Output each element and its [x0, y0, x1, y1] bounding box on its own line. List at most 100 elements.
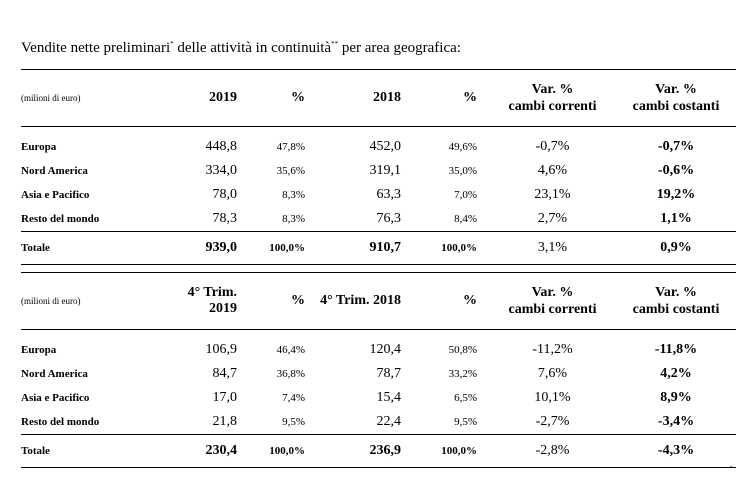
- table-row: Europa 448,8 47,8% 452,0 49,6% -0,7% -0,…: [21, 126, 736, 159]
- share-period-1: 8,3%: [282, 189, 305, 201]
- header-share-1: %: [251, 272, 315, 330]
- total-row: Totale 939,0 100,0% 910,7 100,0% 3,1% 0,…: [21, 231, 736, 265]
- value-period-2: 22,4: [376, 414, 402, 429]
- share-period-2: 9,5%: [454, 416, 477, 428]
- table-row: Resto del mondo 78,3 8,3% 76,3 8,4% 2,7%…: [21, 207, 736, 232]
- var-constant: -0,7%: [616, 126, 736, 159]
- title-part-2: delle attività in continuità: [173, 40, 332, 56]
- header-var-current-line1: Var. %: [531, 82, 574, 97]
- var-constant: -3,4%: [657, 414, 695, 429]
- total-var-constant: -4,3%: [616, 434, 736, 468]
- total-period-1: 939,0: [159, 231, 251, 265]
- table-row: Resto del mondo 21,8 9,5% 22,4 9,5% -2,7…: [21, 410, 736, 435]
- share-period-2: 33,2%: [448, 368, 477, 380]
- var-current: 4,6%: [537, 163, 568, 178]
- share-period-2: 6,5%: [454, 392, 477, 404]
- header-share-2: %: [415, 272, 489, 330]
- share-period-1: 35,6%: [276, 165, 305, 177]
- value-period-1: 78,0: [212, 187, 238, 202]
- var-constant: 4,2%: [660, 366, 692, 381]
- var-constant: 8,9%: [660, 390, 692, 405]
- value-period-1: 21,8: [212, 414, 238, 429]
- header-var-constant-line1: Var. %: [655, 285, 697, 300]
- value-period-1: 17,0: [212, 390, 238, 405]
- var-constant: 19,2%: [656, 187, 696, 202]
- header-period-2: 2018: [315, 69, 415, 127]
- total-row: Totale 230,4 100,0% 236,9 100,0% -2,8% -…: [21, 434, 736, 468]
- share-period-1: 47,8%: [251, 126, 315, 159]
- var-constant: -11,8%: [616, 329, 736, 362]
- share-period-1: 8,3%: [282, 213, 305, 225]
- region-label: Nord America: [21, 368, 88, 380]
- unit-label: (milioni di euro): [21, 69, 159, 127]
- var-current: 2,7%: [537, 211, 568, 226]
- total-var-current: -2,8%: [489, 434, 616, 468]
- value-period-1: 334,0: [205, 163, 238, 178]
- share-period-2: 7,0%: [454, 189, 477, 201]
- header-var-current-line2: cambi correnti: [508, 302, 597, 317]
- header-share-2: %: [415, 69, 489, 127]
- header-share-1: %: [251, 69, 315, 127]
- var-constant: 1,1%: [660, 211, 692, 226]
- var-current: 7,6%: [537, 366, 568, 381]
- total-period-1: 230,4: [159, 434, 251, 468]
- table-row: Asia e Pacifico 78,0 8,3% 63,3 7,0% 23,1…: [21, 183, 736, 207]
- region-label: Resto del mondo: [21, 416, 100, 428]
- header-var-constant: Var. % cambi costanti: [616, 69, 736, 127]
- header-var-constant-line1: Var. %: [655, 82, 697, 97]
- value-period-1: 448,8: [159, 126, 251, 159]
- total-label: Totale: [21, 434, 159, 468]
- header-period-1: 2019: [159, 69, 251, 127]
- var-current: -11,2%: [489, 329, 616, 362]
- total-var-constant: 0,9%: [616, 231, 736, 265]
- sales-table-annual: (milioni di euro) 2019 % 2018 % Var. % ca…: [21, 69, 736, 265]
- unit-label: (milioni di euro): [21, 272, 159, 330]
- value-period-2: 120,4: [315, 329, 415, 362]
- sales-table-q4: (milioni di euro) 4° Trim. 2019 % 4° Tri…: [21, 272, 736, 468]
- share-period-2: 49,6%: [415, 126, 489, 159]
- value-period-2: 15,4: [376, 390, 402, 405]
- footer-mark: -: [730, 462, 733, 470]
- table-header-row: (milioni di euro) 4° Trim. 2019 % 4° Tri…: [21, 272, 736, 330]
- total-share-1: 100,0%: [251, 231, 315, 265]
- value-period-2: 319,1: [369, 163, 402, 178]
- region-label: Europa: [21, 126, 159, 159]
- page-title: Vendite nette preliminari* delle attivit…: [21, 40, 461, 57]
- table-row: Asia e Pacifico 17,0 7,4% 15,4 6,5% 10,1…: [21, 386, 736, 410]
- value-period-2: 76,3: [376, 211, 402, 226]
- header-var-current-line1: Var. %: [531, 285, 574, 300]
- title-part-3: per area geografica:: [338, 40, 461, 56]
- share-period-2: 8,4%: [454, 213, 477, 225]
- title-footnote-mark-2: **: [331, 40, 339, 48]
- table-header-row: (milioni di euro) 2019 % 2018 % Var. % ca…: [21, 69, 736, 127]
- header-var-current-line2: cambi correnti: [508, 99, 597, 114]
- total-share-1: 100,0%: [251, 434, 315, 468]
- value-period-2: 452,0: [315, 126, 415, 159]
- total-share-2: 100,0%: [415, 434, 489, 468]
- var-current: 10,1%: [534, 390, 571, 405]
- share-period-2: 35,0%: [448, 165, 477, 177]
- header-var-current: Var. % cambi correnti: [489, 69, 616, 127]
- title-part-1: Vendite nette preliminari: [21, 40, 171, 56]
- region-label: Europa: [21, 329, 159, 362]
- value-period-2: 78,7: [376, 366, 402, 381]
- header-period-1: 4° Trim. 2019: [159, 272, 251, 330]
- share-period-1: 46,4%: [251, 329, 315, 362]
- value-period-2: 63,3: [376, 187, 402, 202]
- table-row: Nord America 334,0 35,6% 319,1 35,0% 4,6…: [21, 159, 736, 183]
- share-period-1: 9,5%: [282, 416, 305, 428]
- var-current: 23,1%: [534, 187, 571, 202]
- total-period-2: 236,9: [315, 434, 415, 468]
- total-var-current: 3,1%: [489, 231, 616, 265]
- title-footnote-mark-1: *: [170, 40, 174, 48]
- region-label: Asia e Pacifico: [21, 189, 90, 201]
- header-var-current: Var. % cambi correnti: [489, 272, 616, 330]
- table-row: Europa 106,9 46,4% 120,4 50,8% -11,2% -1…: [21, 329, 736, 362]
- region-label: Resto del mondo: [21, 213, 100, 225]
- total-share-2: 100,0%: [415, 231, 489, 265]
- region-label: Asia e Pacifico: [21, 392, 90, 404]
- header-var-constant: Var. % cambi costanti: [616, 272, 736, 330]
- share-period-1: 36,8%: [276, 368, 305, 380]
- var-current: -2,7%: [535, 414, 570, 429]
- table-row: Nord America 84,7 36,8% 78,7 33,2% 7,6% …: [21, 362, 736, 386]
